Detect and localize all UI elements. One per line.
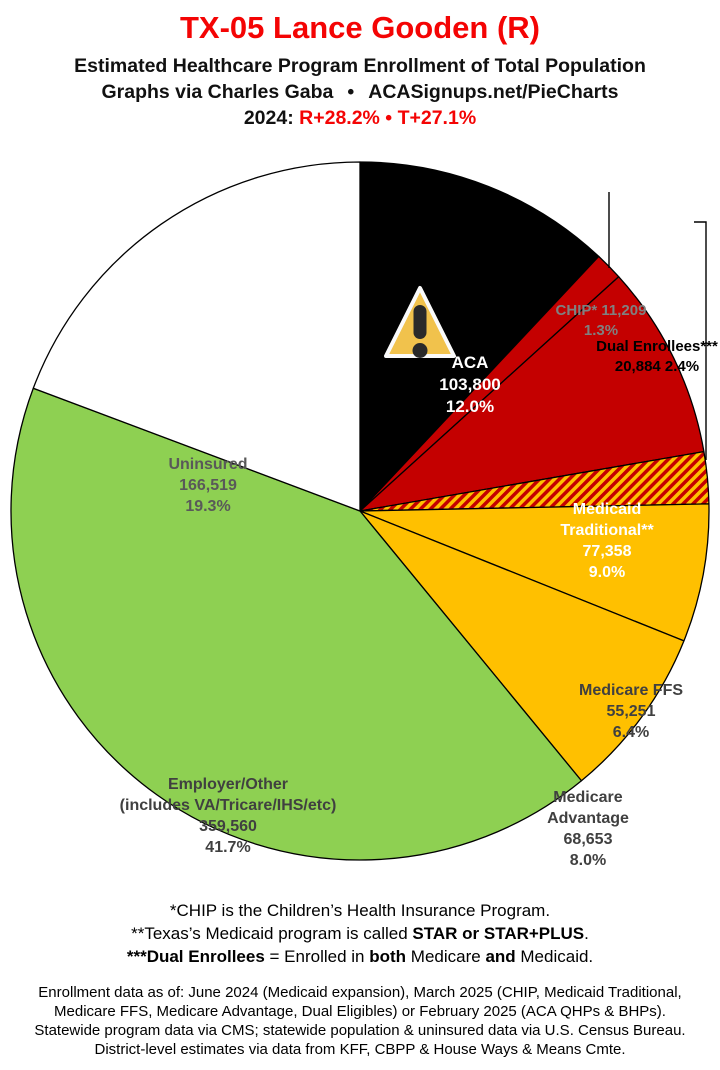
pie-slice-employer-other: [10, 387, 583, 861]
pie-slice-aca: [359, 161, 600, 512]
pie-slices-group: [10, 161, 710, 861]
bullet-separator: •: [379, 107, 398, 129]
pie-slice-medicaid-traditional: [359, 276, 705, 512]
footnote-bold: ***Dual Enrollees: [126, 947, 265, 966]
pie-chart-area: ACA 103,800 12.0% CHIP* 11,209 1.3% Dual…: [0, 150, 720, 875]
dual-enrollees-leader-line: [694, 221, 707, 460]
footnote-bold: STAR or STAR+PLUS: [412, 924, 585, 943]
footnote-text: Medicaid.: [515, 947, 594, 966]
pie-slice-uninsured: [32, 161, 361, 512]
partisan-lean-line: 2024: R+28.2% • T+27.1%: [0, 105, 720, 131]
pie-slice-medicare-ffs: [359, 503, 710, 642]
footnote-text: Medicare: [406, 947, 486, 966]
footnote-text: = Enrolled in: [264, 947, 370, 966]
pie-chart-svg: [10, 161, 710, 861]
footnote-dual: ***Dual Enrollees = Enrolled in both Med…: [0, 945, 720, 968]
leader-lines: [608, 192, 707, 460]
credit-author: Graphs via Charles Gaba: [101, 81, 334, 103]
credit-site: ACASignups.net/PieCharts: [368, 81, 619, 103]
bullet-separator: •: [347, 81, 355, 103]
chart-header: TX-05 Lance Gooden (R) Estimated Healthc…: [0, 10, 720, 131]
footnote-chip: *CHIP is the Children’s Health Insurance…: [169, 901, 551, 920]
source-note: Enrollment data as of: June 2024 (Medica…: [0, 983, 720, 1059]
footnote-text: .: [584, 924, 589, 943]
credit-line: Graphs via Charles Gaba • ACASignups.net/P…: [0, 79, 720, 105]
source-line: Enrollment data as of: June 2024 (Medica…: [38, 984, 682, 1001]
chart-subtitle: Estimated Healthcare Program Enrollment …: [74, 55, 646, 77]
footnote-text: **Texas’s Medicaid program is called: [131, 924, 413, 943]
footnote-medicaid: **Texas’s Medicaid program is called STA…: [0, 922, 720, 945]
pie-slice-medicare-advantage: [359, 510, 685, 782]
footnotes: *CHIP is the Children’s Health Insurance…: [0, 899, 720, 968]
page-title: TX-05 Lance Gooden (R): [180, 10, 540, 45]
footnote-bold: both: [369, 947, 407, 966]
partisan-year-label: 2024:: [243, 107, 300, 129]
partisan-r-value: R+28.2%: [299, 107, 380, 129]
footnote-bold: and: [485, 947, 516, 966]
source-line: Statewide program data via CMS; statewid…: [34, 1022, 686, 1039]
source-line: District-level estimates via data from K…: [94, 1041, 626, 1058]
partisan-t-value: T+27.1%: [397, 107, 477, 129]
warning-triangle-icon: [384, 286, 456, 358]
source-line: Medicare FFS, Medicare Advantage, Dual E…: [54, 1003, 666, 1020]
